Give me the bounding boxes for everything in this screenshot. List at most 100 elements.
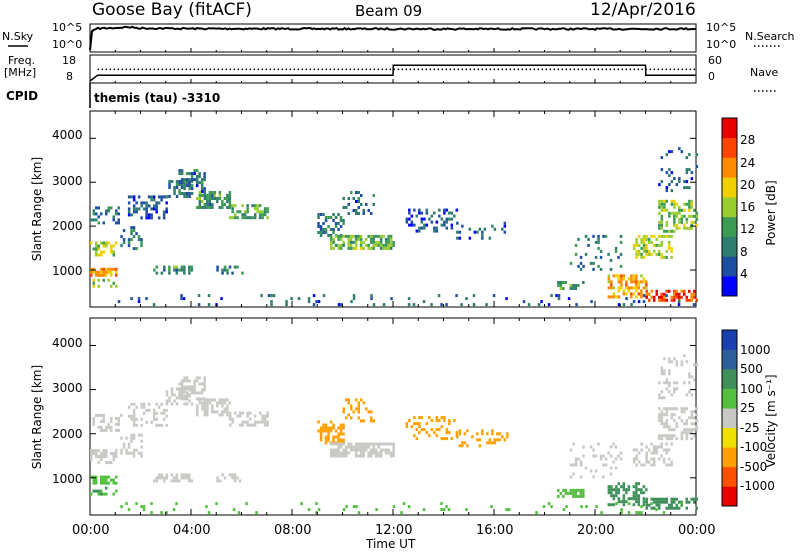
- heatmap-cell: [253, 213, 257, 217]
- n-sky-line: [89, 25, 697, 51]
- heatmap-cell: [567, 297, 571, 301]
- heatmap-cell: [195, 169, 199, 173]
- heatmap-cell: [256, 210, 259, 214]
- heatmap-cell: [440, 223, 444, 227]
- heatmap-cell: [527, 303, 531, 307]
- heatmap-cell: [619, 252, 623, 256]
- heatmap-cell: [352, 209, 355, 212]
- heatmap-cell: [337, 426, 340, 430]
- heatmap-cell: [693, 410, 696, 414]
- heatmap-cell: [610, 295, 613, 299]
- heatmap-cell: [612, 295, 616, 299]
- heatmap-cell: [157, 405, 161, 409]
- heatmap-cell: [663, 229, 666, 233]
- heatmap-cell: [635, 494, 638, 498]
- heatmap-cell: [115, 221, 118, 225]
- heatmap-cell: [168, 186, 171, 189]
- heatmap-cell: [670, 442, 673, 446]
- heatmap-cell: [173, 192, 176, 195]
- colorbar-segment: [722, 276, 737, 297]
- heatmap-cell: [498, 438, 502, 442]
- heatmap-cell: [337, 448, 340, 452]
- heatmap-cell: [690, 214, 694, 218]
- heatmap-cell: [670, 393, 674, 397]
- colorbar-segment: [722, 369, 737, 389]
- heatmap-cell: [579, 267, 583, 271]
- heatmap-cell: [650, 457, 653, 461]
- heatmap-cell: [572, 463, 575, 467]
- heatmap-cell: [619, 451, 623, 455]
- heatmap-cell: [565, 505, 568, 509]
- heatmap-cell: [92, 489, 95, 493]
- heatmap-cell: [95, 478, 98, 482]
- heatmap-cell: [625, 292, 628, 296]
- freq-label: Freq.: [8, 54, 36, 67]
- heatmap-cell: [660, 366, 664, 370]
- heatmap-cell: [248, 411, 252, 415]
- heatmap-cell: [150, 502, 153, 506]
- heatmap-cell: [433, 211, 436, 215]
- heatmap-cell: [590, 300, 593, 304]
- heatmap-cell: [632, 280, 636, 284]
- heatmap-cell: [207, 511, 211, 515]
- heatmap-cell: [670, 460, 673, 464]
- heatmap-cell: [266, 207, 269, 211]
- heatmap-cell: [228, 204, 232, 208]
- heatmap-cell: [632, 300, 636, 304]
- heatmap-cell: [203, 407, 207, 411]
- heatmap-cell: [675, 381, 679, 385]
- heatmap-cell: [435, 428, 439, 432]
- heatmap-cell: [168, 268, 171, 272]
- heatmap-cell: [675, 183, 679, 187]
- heatmap-cell: [329, 243, 333, 247]
- heatmap-cell: [685, 422, 689, 426]
- heatmap-cell: [505, 508, 508, 512]
- heatmap-cell: [582, 264, 585, 268]
- heatmap-cell: [182, 297, 186, 301]
- heatmap-cell: [339, 438, 343, 442]
- heatmap-cell: [102, 428, 105, 432]
- heatmap-cell: [420, 217, 424, 221]
- heatmap-cell: [377, 442, 380, 446]
- heatmap-cell: [183, 178, 186, 182]
- heatmap-cell: [342, 410, 345, 414]
- heatmap-cell: [445, 303, 448, 307]
- heatmap-cell: [354, 246, 358, 250]
- sky-left-tick-top: 10^5: [52, 21, 83, 34]
- heatmap-cell: [357, 212, 360, 215]
- heatmap-cell: [668, 381, 671, 385]
- heatmap-cell: [352, 445, 355, 449]
- heatmap-cell: [387, 234, 390, 238]
- heatmap-cell: [372, 451, 375, 455]
- heatmap-cell: [663, 292, 666, 296]
- heatmap-cell: [107, 278, 110, 282]
- heatmap-cell: [680, 363, 684, 367]
- heatmap-cell: [440, 437, 444, 441]
- freq-left-tick-bottom: 8: [66, 70, 73, 83]
- heatmap-cell: [95, 270, 98, 274]
- heatmap-cell: [216, 410, 219, 414]
- heatmap-cell: [120, 448, 123, 452]
- heatmap-cell: [117, 212, 120, 216]
- heatmap-cell: [193, 382, 196, 386]
- heatmap-cell: [680, 360, 684, 364]
- heatmap-cell: [344, 445, 348, 449]
- heatmap-cell: [329, 448, 333, 452]
- heatmap-cell: [322, 213, 325, 216]
- heatmap-cell: [327, 216, 330, 219]
- heatmap-cell: [155, 201, 158, 205]
- heatmap-cell: [185, 184, 189, 188]
- heatmap-cell: [357, 401, 360, 405]
- heatmap-cell: [334, 234, 338, 238]
- velocity-colorbar-tick: 25: [740, 401, 756, 416]
- heatmap-cell: [597, 234, 600, 238]
- heatmap-cell: [354, 234, 358, 238]
- heatmap-cell: [95, 212, 98, 216]
- heatmap-cell: [130, 417, 133, 421]
- heatmap-cell: [635, 277, 638, 281]
- power-colorbar-tick: 4: [740, 266, 748, 281]
- heatmap-cell: [339, 442, 343, 446]
- heatmap-cell: [440, 508, 443, 512]
- heatmap-cell: [665, 220, 669, 224]
- heatmap-cell: [493, 438, 497, 442]
